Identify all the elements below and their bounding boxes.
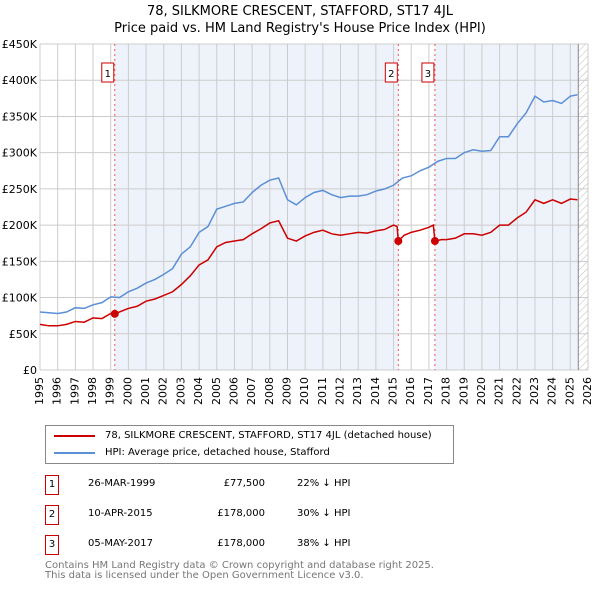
sale-label-box (101, 62, 115, 83)
sale-date: 26-MAR-1999 (88, 478, 156, 489)
x-tick-label: 2001 (139, 377, 152, 405)
sale-hpi-diff: 38% ↓ HPI (297, 538, 351, 549)
x-tick-label: 1996 (51, 377, 64, 405)
legend: 78, SILKMORE CRESCENT, STAFFORD, ST17 4J… (45, 425, 454, 464)
x-tick-label: 2010 (298, 377, 311, 405)
x-tick-label: 2022 (510, 377, 523, 405)
sale-price: £178,000 (217, 508, 265, 519)
x-tick-label: 2026 (581, 377, 594, 405)
x-tick-label: 1998 (86, 377, 99, 405)
x-tick-label: 2011 (316, 377, 329, 405)
legend-label-hpi: HPI: Average price, detached house, Staf… (105, 447, 330, 458)
y-tick-label: £150K (2, 255, 38, 268)
sale-hpi-diff: 30% ↓ HPI (297, 508, 351, 519)
y-tick-label: £400K (2, 74, 38, 87)
shade-region (114, 44, 399, 370)
sale-label-box (384, 62, 398, 83)
footer: Contains HM Land Registry data © Crown c… (45, 561, 434, 581)
y-tick-label: £350K (2, 110, 38, 123)
future-hatch (578, 44, 588, 370)
x-tick-label: 1999 (104, 377, 117, 405)
y-tick-label: £0 (23, 364, 37, 377)
x-tick-label: 2021 (493, 377, 506, 405)
sale-label: 3 (425, 69, 431, 80)
chart-area: 1995 1996 1997 1998 1999 2000 2001 2002 2003 2004… (2, 38, 594, 405)
sale-date: 10-APR-2015 (88, 508, 153, 519)
x-tick-label: 2013 (351, 377, 364, 405)
shade-region (434, 44, 579, 370)
sale-row: 3 05-MAY-2017 £178,000 38% ↓ HPI (45, 535, 445, 555)
x-tick-label: 2016 (404, 377, 417, 405)
sale-badge: 3 (45, 535, 59, 555)
x-tick-label: 2014 (369, 377, 382, 405)
x-tick-label: 2015 (387, 377, 400, 405)
x-tick-label: 2002 (157, 377, 170, 405)
x-tick-label: 2025 (563, 377, 576, 405)
chart-title: 78, SILKMORE CRESCENT, STAFFORD, ST17 4J… (146, 4, 454, 19)
sale-badge: 2 (45, 505, 59, 525)
legend-swatch-hpi (54, 451, 95, 454)
x-tick-label: 2008 (263, 377, 276, 405)
x-tick-label: 2004 (192, 377, 205, 405)
sale-label: 2 (388, 69, 394, 80)
y-tick-label: £300K (2, 147, 38, 160)
x-tick-label: 2018 (440, 377, 453, 405)
x-tick-label: 2006 (227, 377, 240, 405)
sale-date: 05-MAY-2017 (88, 538, 154, 549)
x-tick-label: 2020 (475, 377, 488, 405)
footer-line: Contains HM Land Registry data © Crown c… (45, 560, 434, 571)
sale-label: 1 (105, 69, 111, 80)
sale-hpi-diff: 22% ↓ HPI (297, 478, 351, 489)
y-tick-label: £200K (2, 219, 38, 232)
y-tick-label: £100K (2, 292, 38, 305)
x-tick-label: 2005 (210, 377, 223, 405)
x-tick-label: 1997 (68, 377, 81, 405)
sale-point (110, 309, 119, 318)
x-tick-label: 2009 (280, 377, 293, 405)
sale-point (430, 237, 439, 246)
sale-point (394, 237, 403, 246)
x-tick-label: 1995 (33, 377, 46, 405)
x-tick-label: 2023 (528, 377, 541, 405)
sale-row: 1 26-MAR-1999 £77,500 22% ↓ HPI (45, 475, 445, 495)
x-tick-label: 2012 (334, 377, 347, 405)
legend-swatch-property (54, 434, 95, 437)
sale-price: £77,500 (223, 478, 265, 489)
x-tick-label: 2000 (121, 377, 134, 405)
sale-badge: 1 (45, 475, 59, 495)
x-tick-label: 2024 (546, 377, 559, 405)
sale-label-box (421, 62, 435, 83)
y-tick-label: £250K (2, 183, 38, 196)
sale-row: 2 10-APR-2015 £178,000 30% ↓ HPI (45, 505, 445, 525)
y-tick-label: £450K (2, 38, 38, 51)
footer-line: This data is licensed under the Open Gov… (45, 570, 364, 581)
x-tick-label: 2019 (457, 377, 470, 405)
property-line (39, 198, 578, 327)
y-tick-label: £50K (9, 328, 38, 341)
sale-price: £178,000 (217, 538, 265, 549)
chart-subtitle: Price paid vs. HM Land Registry's House … (114, 21, 486, 36)
x-tick-label: 2007 (245, 377, 258, 405)
hpi-line (39, 93, 578, 315)
x-tick-label: 2003 (174, 377, 187, 405)
x-tick-label: 2017 (422, 377, 435, 405)
legend-label-property: 78, SILKMORE CRESCENT, STAFFORD, ST17 4J… (105, 430, 432, 441)
